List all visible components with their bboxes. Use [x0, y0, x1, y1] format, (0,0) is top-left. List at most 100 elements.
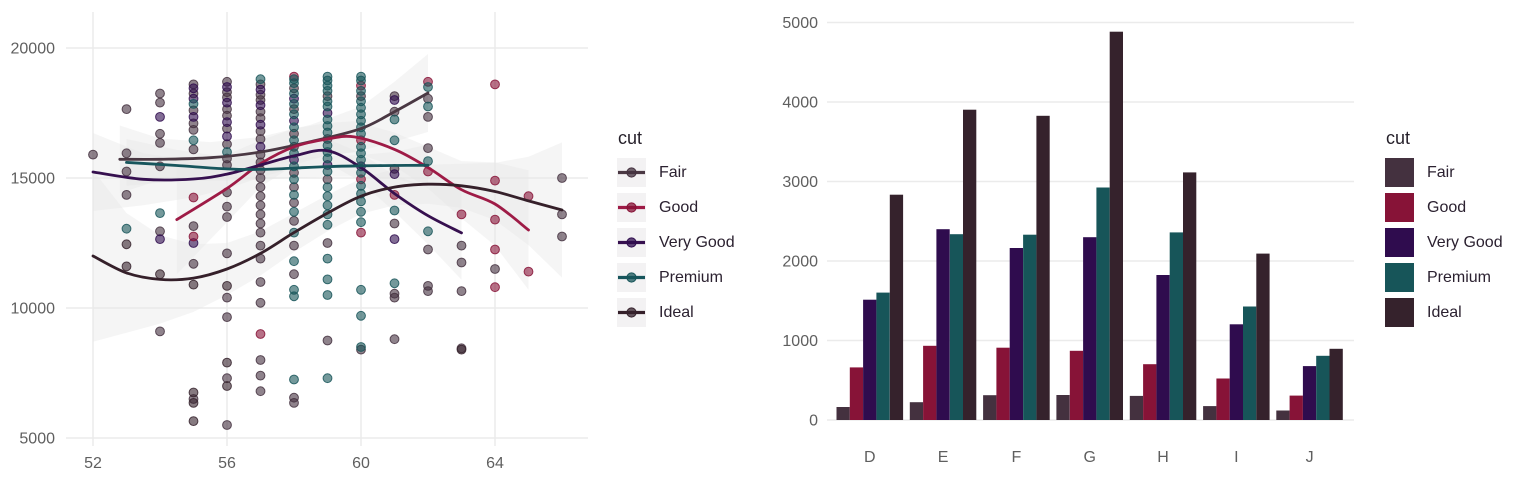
bar-ideal-H: [1183, 172, 1197, 420]
legend-key-fair: [1385, 158, 1414, 187]
data-point: [322, 238, 333, 248]
bars: [836, 31, 1343, 421]
data-point: [121, 104, 132, 114]
y-tick-label: 1000: [782, 333, 818, 350]
data-point: [289, 174, 299, 185]
data-point: [523, 266, 534, 277]
bar-fair-G: [1056, 395, 1070, 420]
data-point: [222, 212, 232, 222]
bar-very-good-I: [1229, 324, 1243, 420]
bar-chart-svg: 0 1000 2000 3000 4000 5000 D E F G H I J: [782, 15, 1354, 466]
x-tick-label: 52: [84, 455, 102, 472]
data-point: [389, 169, 400, 180]
data-point: [456, 286, 467, 297]
legend-item-label: Fair: [1427, 163, 1455, 181]
data-point: [222, 312, 232, 323]
legend-item-good: Good: [1385, 193, 1503, 222]
data-point: [222, 248, 232, 259]
data-point: [322, 166, 333, 177]
data-point: [356, 342, 366, 352]
points-ideal: [121, 239, 467, 427]
data-point: [322, 191, 333, 202]
data-point: [255, 227, 266, 238]
data-point: [490, 79, 500, 90]
data-point: [389, 205, 400, 216]
data-point: [188, 398, 199, 408]
data-point: [322, 274, 333, 285]
legend-key-premium: [1385, 263, 1414, 292]
data-point: [389, 95, 400, 105]
data-point: [255, 74, 266, 85]
confidence-band-very-good: [93, 133, 462, 280]
data-point: [322, 253, 333, 264]
data-point: [155, 97, 165, 108]
bar-very-good-J: [1302, 366, 1317, 420]
data-point: [322, 200, 333, 211]
bar-ideal-E: [963, 109, 977, 420]
data-point: [557, 173, 567, 183]
y-tick-label: 0: [809, 413, 818, 430]
smooth-line-fair: [118, 91, 430, 161]
data-point: [322, 153, 333, 164]
data-point: [490, 214, 500, 225]
axis-labels: 5000 10000 15000 20000 52 56 60 64: [11, 41, 505, 473]
bar-good-H: [1143, 364, 1157, 420]
bar-fair-J: [1276, 410, 1290, 420]
confidence-band-ideal: [93, 142, 562, 342]
data-point: [188, 258, 199, 269]
legend-item-very-good: Very Good: [1385, 228, 1503, 257]
data-point: [255, 218, 266, 229]
y-tick-label: 3000: [782, 174, 818, 191]
data-point: [389, 234, 400, 245]
x-tick-label: E: [938, 449, 949, 466]
legend-items: Fair Good Very Good Premium Ideal: [1385, 158, 1503, 327]
data-point: [121, 239, 132, 250]
smooth-line-very-good: [91, 148, 463, 235]
data-point: [423, 101, 433, 112]
data-point: [188, 279, 199, 290]
smooth-line-ideal: [91, 182, 564, 282]
bar-ideal-G: [1109, 31, 1123, 420]
bar-ideal-D: [889, 194, 904, 420]
data-point: [188, 144, 199, 155]
data-point: [356, 217, 366, 228]
data-point: [222, 82, 232, 92]
data-point: [255, 297, 266, 308]
data-point: [222, 292, 232, 303]
data-point: [155, 88, 165, 99]
x-tick-label: I: [1234, 449, 1238, 466]
data-point: [88, 149, 98, 160]
data-point: [255, 386, 266, 397]
data-point: [456, 344, 467, 355]
data-point: [255, 173, 266, 183]
data-point: [389, 114, 400, 125]
legend-item-label: Good: [1427, 198, 1467, 216]
y-tick-label: 5000: [19, 431, 55, 448]
bar-good-D: [849, 367, 864, 420]
data-point: [188, 192, 199, 203]
data-point: [155, 234, 165, 245]
data-point: [121, 148, 132, 159]
data-point: [155, 138, 165, 148]
legend-item-label: Premium: [659, 268, 724, 286]
bar-premium-D: [876, 292, 890, 420]
data-point: [356, 227, 366, 238]
data-point: [289, 240, 299, 251]
data-point: [255, 277, 266, 287]
legend-key-point: [626, 307, 637, 318]
data-point: [322, 86, 333, 96]
data-point: [222, 131, 232, 142]
y-tick-label: 10000: [11, 301, 56, 318]
legend-key-glyph: [618, 202, 645, 213]
legend-item-label: Good: [659, 198, 699, 216]
data-point: [389, 334, 400, 345]
legend-item-label: Very Good: [1427, 233, 1503, 251]
x-tick-label: 60: [352, 455, 370, 472]
data-point: [356, 206, 366, 217]
legend-key-glyph: [618, 237, 645, 248]
legend-title: cut: [618, 128, 643, 148]
data-point: [490, 282, 500, 293]
data-point: [289, 122, 299, 133]
data-point: [255, 100, 266, 111]
